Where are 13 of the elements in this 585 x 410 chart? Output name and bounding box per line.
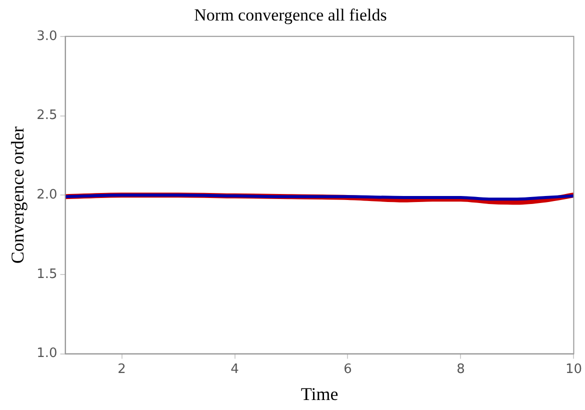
y-tick-label: 2.0 — [36, 187, 58, 202]
x-tick-label: 6 — [344, 362, 352, 377]
chart-title: Norm convergence all fields — [194, 6, 387, 25]
y-tick-label: 1.5 — [36, 266, 58, 282]
x-tick-label: 4 — [230, 362, 239, 377]
y-tick-label: 2.5 — [36, 108, 58, 124]
x-tick-label: 2 — [118, 362, 126, 377]
y-tick-label: 1.0 — [36, 346, 58, 362]
x-axis-title: Time — [300, 384, 338, 404]
y-axis-title: Convergence order — [8, 126, 28, 264]
x-tick-label: 8 — [456, 362, 465, 377]
x-tick-label: 10 — [565, 362, 582, 377]
y-tick-label: 3.0 — [36, 28, 58, 44]
